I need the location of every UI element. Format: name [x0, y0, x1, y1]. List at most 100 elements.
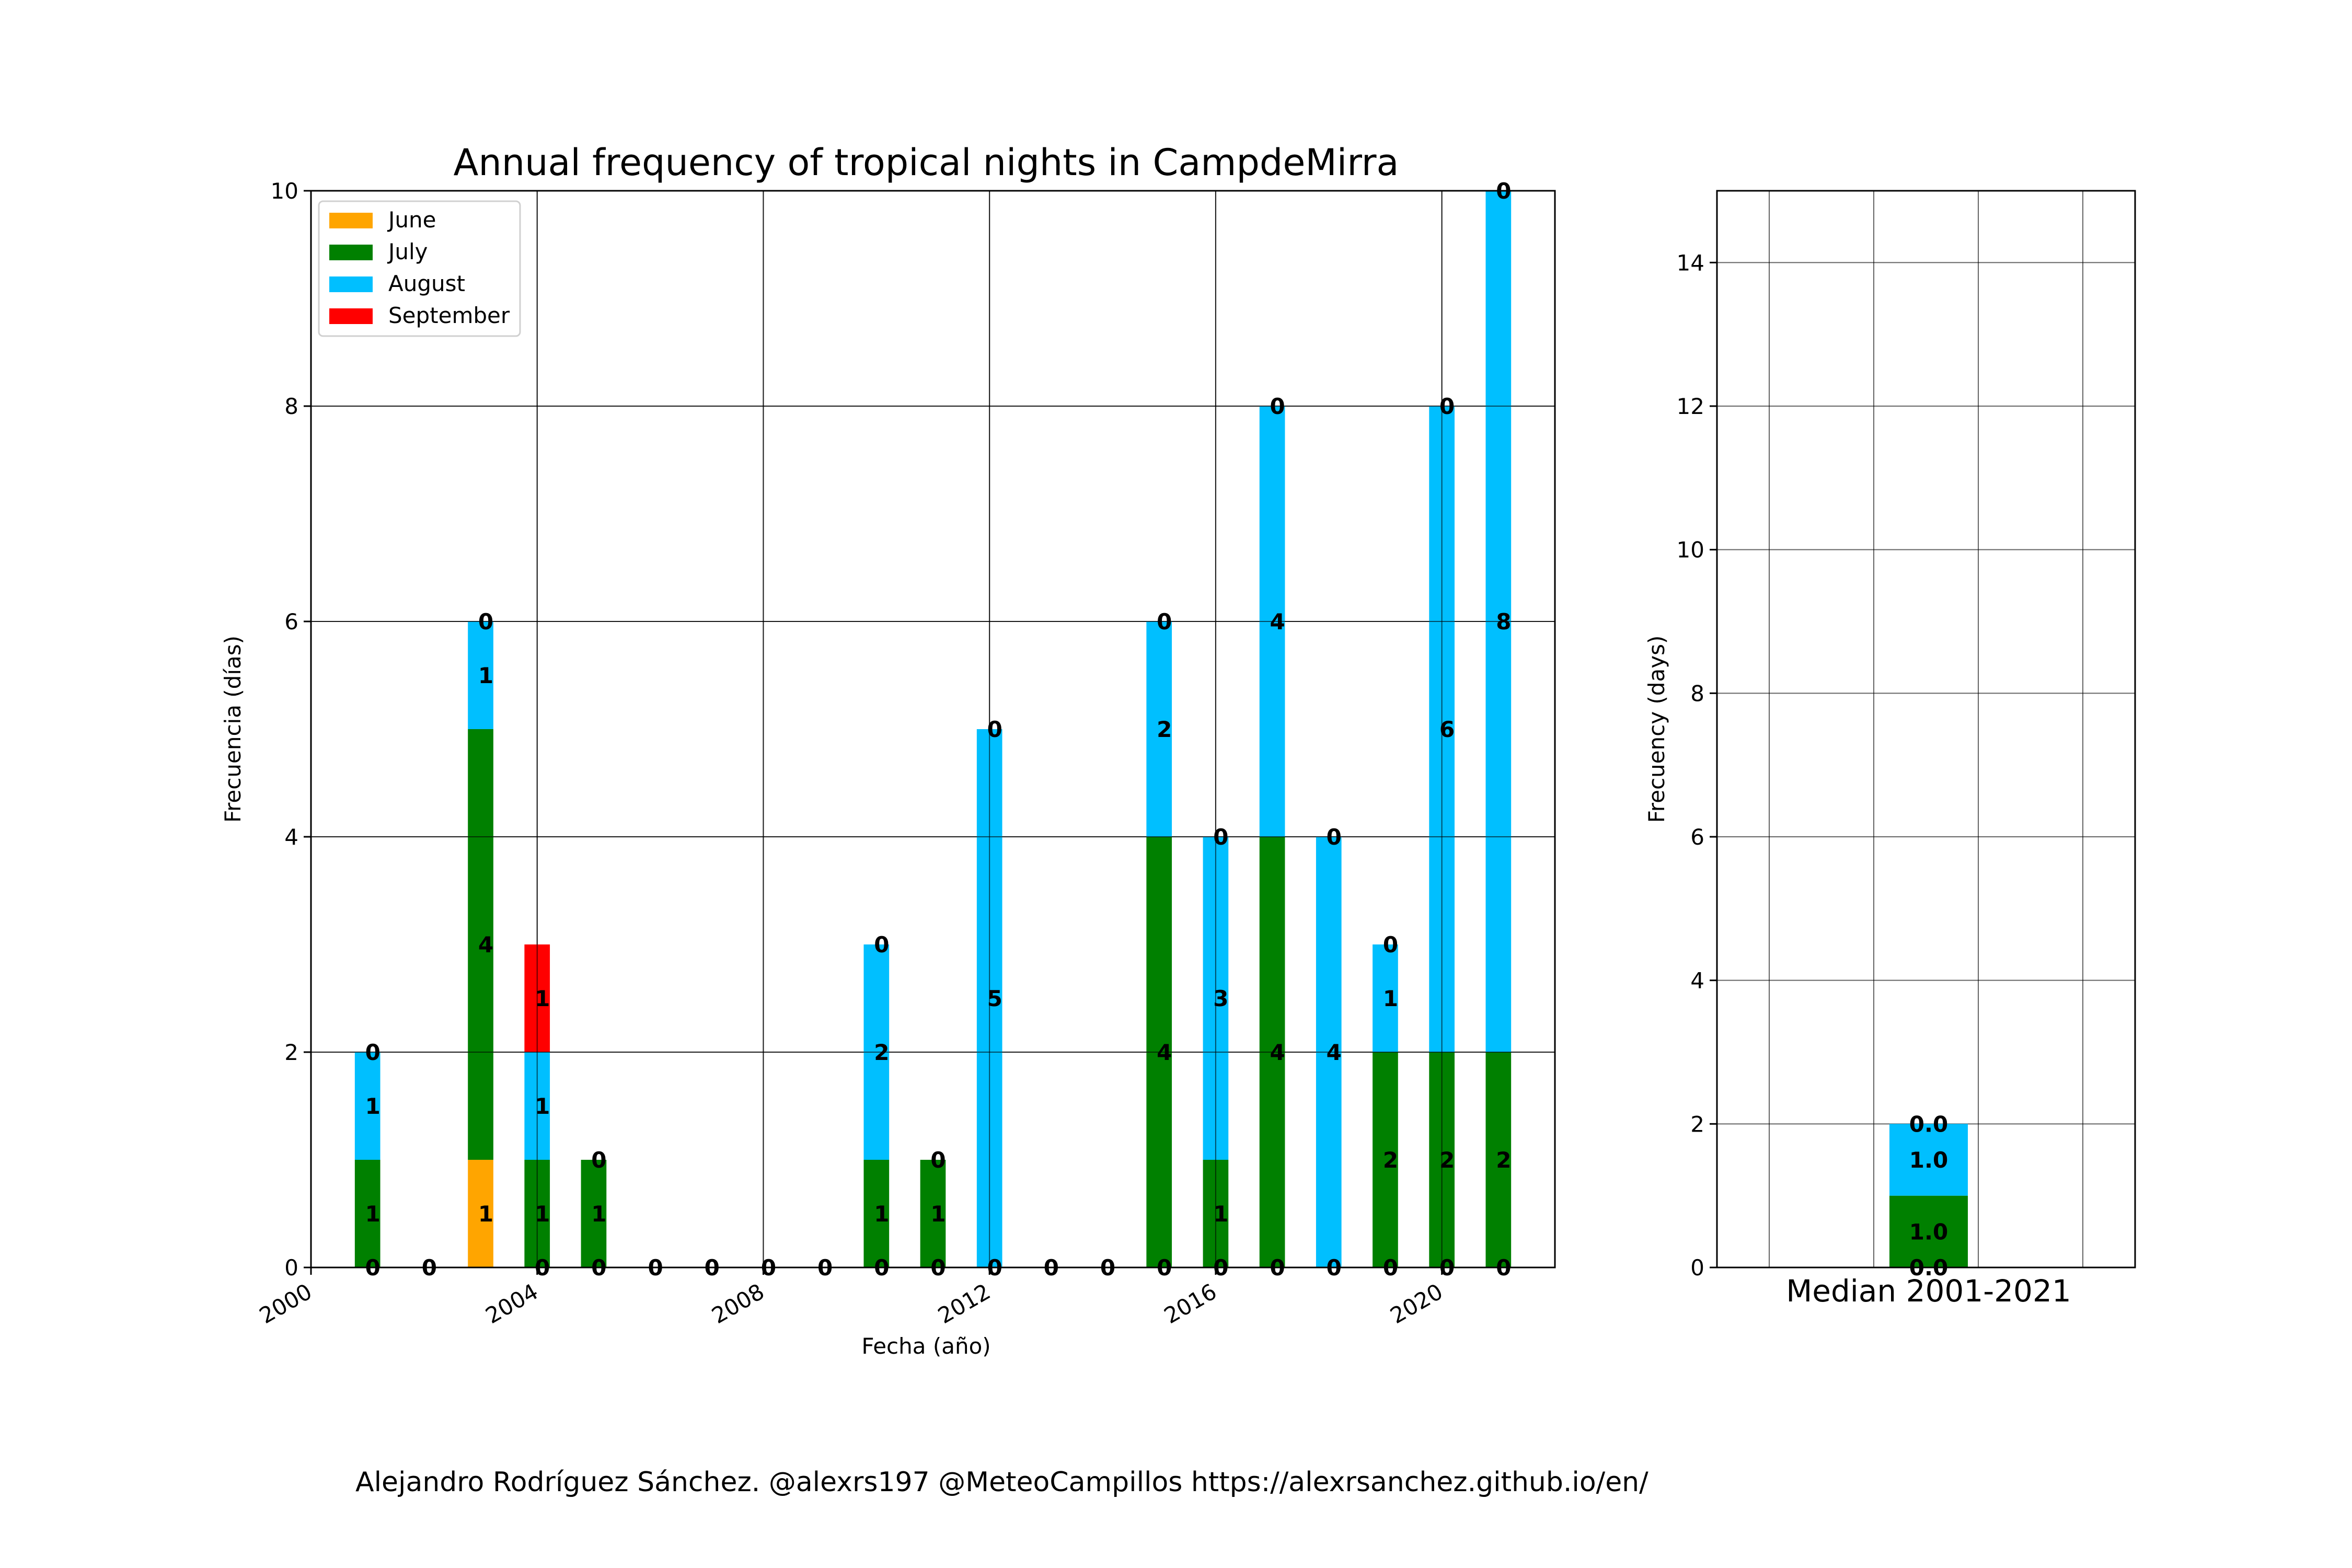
bar-value-label: 2: [1157, 717, 1172, 742]
bar-value-label: 0: [705, 1255, 720, 1281]
bar-value-label: 1: [535, 1201, 550, 1227]
legend-swatch-july: [329, 245, 373, 260]
bar-value-label: 3: [1213, 986, 1228, 1011]
bar-value-label: 4: [1157, 1040, 1172, 1065]
bar-value-label: 0: [535, 1255, 550, 1281]
bar-value-label: 5: [987, 986, 1002, 1011]
median-category-label: Median 2001-2021: [1786, 1273, 2071, 1309]
bar-value-label: 0: [365, 1255, 381, 1281]
y-tick-label: 10: [271, 178, 298, 204]
y-tick-label: 4: [284, 824, 298, 850]
bar-value-label: 0: [1044, 1255, 1059, 1281]
bar-value-label: 0: [1270, 394, 1285, 419]
bar-value-label: 2: [1439, 1147, 1455, 1173]
bar-value-label: 0: [1100, 1255, 1115, 1281]
bar-value-label: 2: [874, 1040, 889, 1065]
bar-august: [468, 621, 493, 729]
legend-label-june: June: [387, 207, 436, 233]
bar-july: [354, 1160, 381, 1267]
median-y-tick-label: 4: [1690, 968, 1704, 994]
bar-july: [581, 1160, 607, 1267]
bar-value-label: 0: [930, 1147, 946, 1173]
main-bar-labels: 0 1 1 0 0 1 4 1 0 0 1 1 1 0 1 0 0 0 0 0 0 1 2 0 0 1 0 0 5 0 0 0 0 4 2 0 0 1 3 0…: [365, 178, 1512, 1281]
bar-value-label: 2: [1496, 1147, 1511, 1173]
bar-value-label: 0: [591, 1255, 606, 1281]
legend: June July August September: [318, 200, 521, 337]
bar-july: [863, 1160, 890, 1267]
bar-value-label: 0: [1383, 932, 1398, 958]
bar-value-label: 0: [1213, 1255, 1228, 1281]
median-y-tick-label: 14: [1677, 250, 1704, 275]
bar-value-label: 0: [761, 1255, 776, 1281]
bar-value-label: 0: [1439, 394, 1455, 419]
median-y-tick-label: 12: [1677, 394, 1704, 419]
bar-value-label: 0: [478, 609, 493, 635]
median-bar-value-label: 1.0: [1909, 1219, 1948, 1244]
bar-value-label: 8: [1496, 609, 1511, 635]
legend-box: [318, 200, 521, 337]
bar-value-label: 0: [1496, 1255, 1511, 1281]
y-axis-label: Frecuencia (días): [220, 636, 246, 823]
legend-swatch-june: [329, 213, 373, 228]
bar-july: [1373, 1052, 1398, 1267]
bar-value-label: 1: [874, 1201, 889, 1227]
bar-august: [354, 1052, 381, 1160]
legend-label-september: September: [388, 303, 510, 328]
bar-value-label: 4: [1270, 1040, 1285, 1065]
bar-value-label: 0: [874, 1255, 889, 1281]
median-grid: [1717, 191, 2135, 1268]
bar-value-label: 0: [1383, 1255, 1398, 1281]
median-bar-value-label: 0.0: [1909, 1255, 1948, 1281]
bar-august: [1373, 944, 1398, 1052]
bar-value-label: 0: [365, 1040, 381, 1065]
median-bar-july: [1889, 1195, 1968, 1267]
bar-value-label: 0: [987, 717, 1002, 742]
bar-value-label: 0: [1213, 824, 1228, 850]
y-tick-label: 6: [284, 609, 298, 635]
bar-value-label: 0: [987, 1255, 1002, 1281]
bar-value-label: 1: [365, 1201, 381, 1227]
y-tick-label: 0: [284, 1255, 298, 1281]
bar-value-label: 4: [478, 932, 493, 958]
bar-value-label: 0: [930, 1255, 946, 1281]
median-y-tick-label: 10: [1677, 537, 1704, 563]
median-bar-labels: 0.0 1.0 1.0 0.0: [1909, 1111, 1948, 1281]
legend-swatch-september: [329, 308, 373, 324]
bar-july: [468, 729, 493, 1160]
bar-value-label: 0: [1157, 1255, 1172, 1281]
median-chart: 0 2 4 6 8 10 12 14 0.0 1.0 1.0 0.0 Median 2001-202…: [1644, 190, 2136, 1309]
bar-value-label: 1: [478, 663, 493, 688]
y-tick-label: 2: [284, 1040, 298, 1065]
main-bars: [310, 190, 1555, 1268]
median-bar-value-label: 1.0: [1909, 1147, 1948, 1173]
bar-value-label: 1: [535, 1093, 550, 1119]
median-y-tick-label: 0: [1690, 1255, 1704, 1281]
median-y-axis-label: Frecuency (days): [1644, 636, 1669, 823]
bar-value-label: 0: [1157, 609, 1172, 635]
y-tick-label: 8: [284, 394, 298, 419]
median-bar-value-label: 0.0: [1909, 1111, 1948, 1137]
median-ticks: 0 2 4 6 8 10 12 14: [1677, 250, 1717, 1281]
x-axis-label: Fecha (año): [861, 1333, 990, 1359]
bar-value-label: 0: [648, 1255, 663, 1281]
bar-value-label: 1: [591, 1201, 606, 1227]
bar-value-label: 2: [1383, 1147, 1398, 1173]
bar-august: [1146, 621, 1172, 837]
bar-value-label: 0: [1439, 1255, 1455, 1281]
bar-value-label: 0: [422, 1255, 437, 1281]
bar-value-label: 0: [591, 1147, 606, 1173]
bar-value-label: 6: [1439, 717, 1455, 742]
bar-value-label: 0: [1270, 1255, 1285, 1281]
main-chart: Annual frequency of tropical nights in C…: [220, 141, 1556, 1359]
bar-value-label: 0: [1496, 178, 1511, 204]
author-credit: Alejandro Rodríguez Sánchez. @alexrs197 …: [355, 1467, 1648, 1498]
bar-value-label: 1: [1383, 986, 1398, 1011]
bar-value-label: 1: [478, 1201, 493, 1227]
median-y-tick-label: 6: [1690, 824, 1704, 850]
bar-value-label: 4: [1270, 609, 1285, 635]
median-y-tick-label: 8: [1690, 681, 1704, 706]
bar-july: [1485, 1052, 1512, 1267]
bar-value-label: 0: [1327, 824, 1342, 850]
median-y-tick-label: 2: [1690, 1111, 1704, 1137]
bar-value-label: 1: [365, 1093, 381, 1119]
